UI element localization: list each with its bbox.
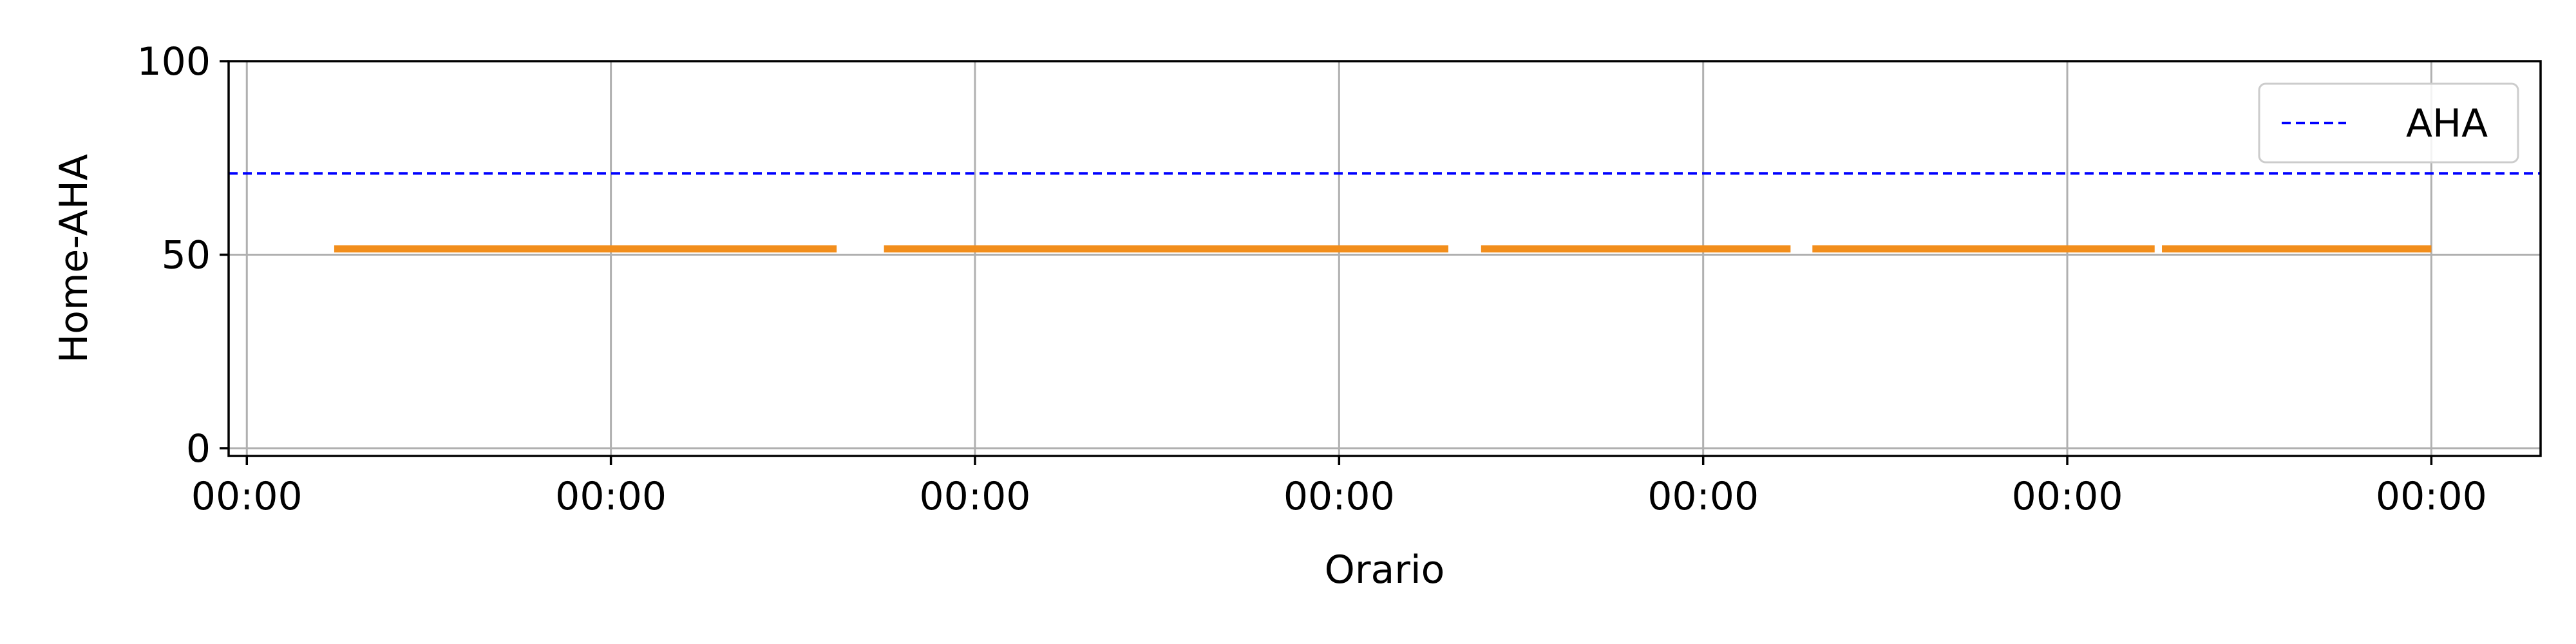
legend: AHA xyxy=(2258,82,2519,164)
legend-box xyxy=(2258,82,2519,164)
legend-label-aha: AHA xyxy=(2406,101,2488,146)
y-axis-title: Home-AHA xyxy=(52,154,97,363)
plot-area-frame xyxy=(227,60,2542,457)
x-tick-label: 00:00 xyxy=(920,474,1031,519)
x-tick-label: 00:00 xyxy=(1647,474,1759,519)
y-tick-label: 0 xyxy=(186,426,211,471)
x-tick-label: 00:00 xyxy=(555,474,667,519)
axis-ticks: 00:00 00:00 00:00 00:00 00:00 00:00 00:0005010… xyxy=(137,39,2486,519)
x-tick-label: 00:00 xyxy=(2376,474,2487,519)
y-tick-label: 50 xyxy=(162,232,211,278)
x-tick-label: 00:00 xyxy=(191,474,303,519)
x-axis-title: Orario xyxy=(1325,547,1445,592)
x-tick-label: 00:00 xyxy=(1283,474,1395,519)
x-tick-label: 00:00 xyxy=(2012,474,2123,519)
y-tick-label: 100 xyxy=(137,39,211,84)
